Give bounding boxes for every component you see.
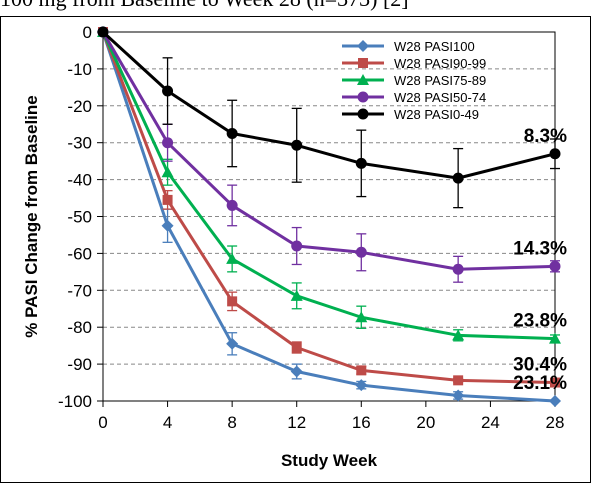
data-point-marker xyxy=(162,194,173,205)
y-tick-label: 0 xyxy=(83,23,92,42)
legend-label: W28 PASI90-99 xyxy=(394,56,486,71)
data-point-marker xyxy=(452,263,464,275)
y-tick-label: -30 xyxy=(67,134,92,153)
chart-caption: 100 mg from Baseline to Week 28 (n=373) … xyxy=(0,0,592,12)
legend-label: W28 PASI75-89 xyxy=(394,73,486,88)
end-percentage-label: 14.3% xyxy=(513,238,567,259)
x-tick-label: 28 xyxy=(546,413,565,432)
legend-label: W28 PASI0-49 xyxy=(394,107,479,122)
y-tick-label: -60 xyxy=(67,244,92,263)
data-point-marker xyxy=(162,85,174,97)
x-tick-label: 20 xyxy=(416,413,435,432)
end-labels: 23.1%30.4% 23.8% 14.3% 8.3% xyxy=(513,126,567,394)
data-point-marker xyxy=(355,246,367,258)
x-tick-label: 24 xyxy=(481,413,500,432)
data-point-marker xyxy=(162,137,174,149)
legend-item: W28 PASI0-49 xyxy=(342,107,479,122)
data-point-marker xyxy=(161,219,174,232)
legend-item: W28 PASI90-99 xyxy=(342,56,486,71)
end-percentage-label: 30.4% xyxy=(513,355,567,376)
y-tick-label: -20 xyxy=(67,97,92,116)
series-line xyxy=(101,30,556,180)
data-point-marker xyxy=(291,240,303,252)
data-point-marker xyxy=(452,389,465,402)
data-point-marker xyxy=(550,377,560,388)
data-point-marker xyxy=(453,375,464,386)
end-percentage-label: 23.8% xyxy=(513,311,567,332)
data-point-marker xyxy=(357,108,369,120)
y-tick-label: -10 xyxy=(67,60,92,79)
series-group xyxy=(97,26,561,407)
gridlines xyxy=(103,68,555,365)
data-point-marker xyxy=(357,40,369,52)
data-point-marker xyxy=(356,365,367,376)
series-w28-pasi50-74 xyxy=(97,26,561,283)
legend-item: W28 PASI100 xyxy=(342,39,475,54)
legend: W28 PASI100 W28 PASI90-99 W28 PASI75-89 W28… xyxy=(342,39,486,122)
y-tick-label: -40 xyxy=(67,171,92,190)
plot-area-border xyxy=(102,31,556,402)
series-w28-pasi0-49 xyxy=(97,26,561,209)
data-point-marker xyxy=(452,329,465,341)
series-w28-pasi75-89 xyxy=(97,26,561,344)
y-tick-label: -80 xyxy=(67,318,92,337)
data-point-marker xyxy=(290,365,303,378)
data-point-marker xyxy=(549,148,561,160)
series-line xyxy=(101,31,556,385)
data-point-marker xyxy=(227,296,238,307)
data-point-marker xyxy=(549,395,561,407)
data-point-marker xyxy=(226,337,239,350)
legend-item: W28 PASI50-74 xyxy=(342,90,486,105)
x-axis-title: Study Week xyxy=(281,451,378,470)
end-percentage-label: 23.1% xyxy=(513,373,567,394)
end-percentage-label: 8.3% xyxy=(524,126,567,147)
y-tick-label: -100 xyxy=(58,392,92,411)
data-point-marker xyxy=(452,172,464,184)
data-point-marker xyxy=(355,311,368,323)
data-point-marker xyxy=(161,166,174,178)
data-point-marker xyxy=(549,332,561,344)
chart-frame xyxy=(0,16,591,483)
axes: 0 -10 -20 -30 -40 -50 -60 -70 -80 -90 -100 0 4 8 12 16 2… xyxy=(22,23,564,470)
legend-label: W28 PASI100 xyxy=(394,39,475,54)
data-point-marker xyxy=(290,289,303,301)
data-point-marker xyxy=(291,342,302,353)
data-point-marker xyxy=(358,58,368,68)
data-point-marker xyxy=(549,260,561,272)
data-point-marker xyxy=(226,199,238,211)
x-tick-label: 16 xyxy=(352,413,371,432)
x-tick-label: 0 xyxy=(98,413,107,432)
y-tick-label: -90 xyxy=(67,355,92,374)
x-tick-label: 4 xyxy=(163,413,172,432)
data-point-marker xyxy=(97,26,109,38)
data-point-marker xyxy=(357,74,369,85)
y-tick-label: -70 xyxy=(67,281,92,300)
data-point-marker xyxy=(226,252,239,264)
data-point-marker xyxy=(355,379,368,392)
x-tick-label: 8 xyxy=(227,413,236,432)
data-point-marker xyxy=(355,157,367,169)
y-tick-label: -50 xyxy=(67,208,92,227)
data-point-marker xyxy=(357,91,369,103)
y-axis-title: % PASI Change from Baseline xyxy=(22,95,41,337)
data-point-marker xyxy=(291,139,303,151)
legend-item: W28 PASI75-89 xyxy=(342,73,486,88)
legend-label: W28 PASI50-74 xyxy=(394,90,486,105)
x-tick-label: 12 xyxy=(287,413,306,432)
data-point-marker xyxy=(226,127,238,139)
